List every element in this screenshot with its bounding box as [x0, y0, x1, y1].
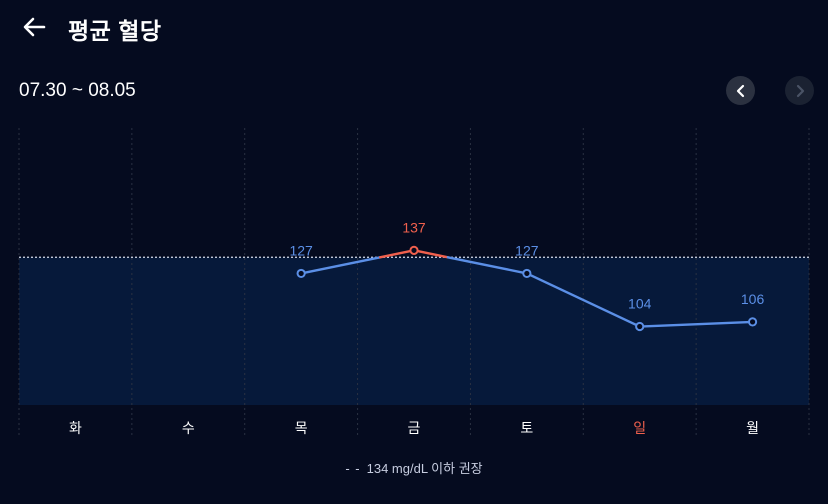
data-label: 127	[289, 242, 313, 258]
series-segment	[525, 272, 641, 328]
data-label: 137	[402, 219, 426, 235]
data-point	[747, 317, 758, 327]
data-label: 127	[515, 242, 539, 258]
data-label: 104	[628, 296, 652, 312]
x-tick-label: 금	[408, 420, 421, 436]
previous-week-button[interactable]	[726, 76, 755, 105]
data-point	[296, 268, 306, 279]
series-segment	[378, 249, 416, 259]
next-week-button[interactable]	[785, 76, 814, 105]
x-tick-label: 화	[69, 420, 82, 436]
series-segment	[638, 320, 754, 328]
legend-text: 134 mg/dL 이하 권장	[366, 461, 483, 476]
app-header: 평균 혈당	[0, 0, 828, 54]
recommended-range-band	[19, 257, 809, 405]
x-tick-label: 토	[520, 420, 533, 436]
back-button[interactable]	[18, 10, 52, 44]
chevron-left-icon	[736, 84, 744, 97]
x-tick-label: 수	[182, 420, 195, 436]
legend: - - 134 mg/dL 이하 권장	[0, 458, 828, 477]
chevron-right-icon	[796, 84, 804, 97]
data-point	[522, 268, 532, 279]
date-range: 07.30 ~ 08.05	[19, 80, 136, 101]
arrow-left-icon	[23, 17, 46, 37]
data-point	[635, 321, 645, 332]
page-title: 평균 혈당	[68, 18, 162, 44]
blood-glucose-chart: 127 137 127 104 106 화 수 목 금 토 일 월	[18, 128, 810, 437]
x-tick-label: 일	[633, 420, 646, 436]
x-tick-label: 월	[746, 420, 759, 436]
series-segment	[412, 249, 450, 259]
series-segment	[299, 256, 382, 275]
x-tick-label: 목	[295, 420, 308, 436]
data-point	[409, 245, 419, 255]
series-segment	[446, 256, 529, 275]
data-label: 106	[741, 291, 765, 307]
legend-dash-marker: - -	[345, 461, 361, 476]
